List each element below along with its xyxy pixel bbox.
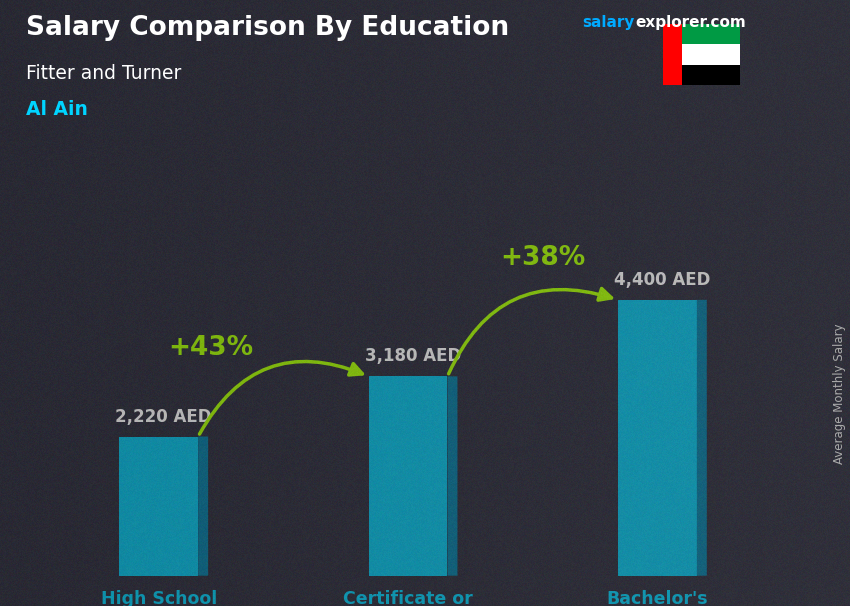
Text: Al Ain: Al Ain: [26, 100, 88, 119]
Text: +43%: +43%: [168, 335, 253, 361]
Text: 3,180 AED: 3,180 AED: [365, 347, 461, 365]
Text: +38%: +38%: [501, 245, 586, 271]
Text: Average Monthly Salary: Average Monthly Salary: [833, 324, 846, 464]
Bar: [369, 376, 447, 576]
Bar: [663, 24, 682, 85]
Text: 2,220 AED: 2,220 AED: [116, 408, 212, 425]
Text: salary: salary: [582, 15, 635, 30]
Polygon shape: [697, 300, 707, 576]
Text: 4,400 AED: 4,400 AED: [615, 271, 711, 289]
Bar: [663, 44, 740, 65]
Bar: [663, 65, 740, 85]
Polygon shape: [198, 436, 208, 576]
Bar: [119, 436, 198, 576]
Bar: [618, 300, 697, 576]
Polygon shape: [447, 376, 457, 576]
Text: explorer.com: explorer.com: [636, 15, 746, 30]
Bar: [663, 24, 740, 44]
Text: Fitter and Turner: Fitter and Turner: [26, 64, 181, 82]
Text: Salary Comparison By Education: Salary Comparison By Education: [26, 15, 508, 41]
